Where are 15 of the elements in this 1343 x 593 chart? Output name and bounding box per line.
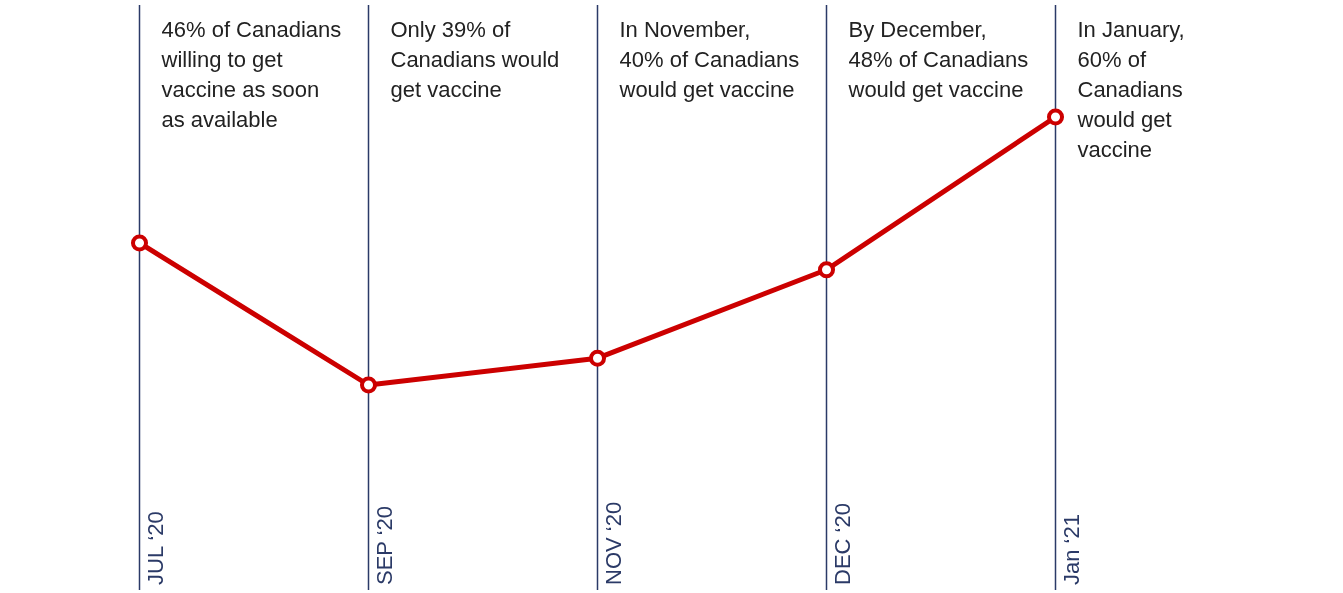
x-tick-label: NOV ‘20 [600, 501, 626, 585]
point [130, 234, 149, 252]
annotation: 46% of Canadians willing to get vaccine as soon as available [160, 17, 342, 132]
point [1046, 108, 1065, 126]
text: By December, 48% of Canadians would get vaccine [847, 17, 1029, 102]
text: Only 39% of Canadians would get vaccine [390, 17, 560, 102]
point [359, 376, 378, 394]
text: In November, 40% of Canadians would get vaccine [618, 17, 800, 102]
x-tick-label: DEC ‘20 [829, 503, 855, 585]
annotation: In January, 60% of Canadians would get vaccine [1076, 17, 1185, 162]
x-tick-label: SEP ‘20 [371, 505, 397, 585]
x-tick-label: JUL ‘20 [142, 511, 168, 585]
point [817, 261, 836, 279]
point [588, 349, 607, 367]
x-tick-label: Jan ‘21 [1058, 514, 1084, 585]
